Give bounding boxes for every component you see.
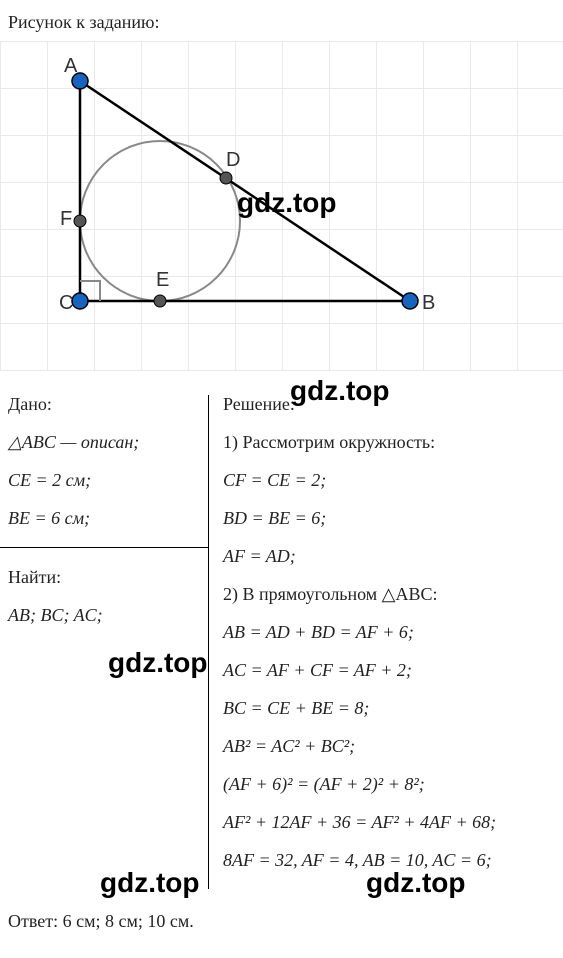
given-column: Дано: △ABC — описан; CE = 2 см; BE = 6 с… bbox=[8, 395, 208, 889]
label-C: C bbox=[59, 292, 73, 314]
figure-watermark: gdz.top bbox=[237, 187, 337, 219]
two-column-proof: Дано: △ABC — описан; CE = 2 см; BE = 6 с… bbox=[0, 371, 563, 897]
given-line-0: △ABC — описан; bbox=[8, 433, 196, 451]
sol-line-10: AF² + 12AF + 36 = AF² + 4AF + 68; bbox=[223, 813, 555, 831]
sol-line-1: CF = CE = 2; bbox=[223, 471, 555, 489]
given-line-1: CE = 2 см; bbox=[8, 471, 196, 489]
solution-column: Решение: 1) Рассмотрим окружность: CF = … bbox=[208, 395, 555, 889]
given-title: Дано: bbox=[8, 395, 196, 413]
sol-line-8: AB² = AC² + BC²; bbox=[223, 737, 555, 755]
figure-area: A B C D E F gdz.top bbox=[0, 41, 563, 371]
sol-line-9: (AF + 6)² = (AF + 2)² + 8²; bbox=[223, 775, 555, 793]
sol-line-2: BD = BE = 6; bbox=[223, 509, 555, 527]
answer-line: Ответ: 6 см; 8 см; 10 см. bbox=[0, 897, 563, 950]
label-E: E bbox=[156, 269, 169, 291]
figure-caption: Рисунок к заданию: bbox=[0, 0, 563, 41]
sol-line-4: 2) В прямоугольном △ABC: bbox=[223, 585, 555, 603]
point-C bbox=[72, 293, 88, 309]
solution-title: Решение: bbox=[223, 395, 555, 413]
find-title: Найти: bbox=[8, 568, 196, 586]
sol-line-7: BC = CE + BE = 8; bbox=[223, 699, 555, 717]
point-F bbox=[74, 215, 86, 227]
sol-line-5: AB = AD + BD = AF + 6; bbox=[223, 623, 555, 641]
point-D bbox=[220, 172, 232, 184]
label-A: A bbox=[64, 55, 78, 77]
given-line-2: BE = 6 см; bbox=[8, 509, 196, 527]
point-E bbox=[154, 295, 166, 307]
label-B: B bbox=[422, 292, 435, 314]
label-D: D bbox=[226, 149, 240, 171]
sol-line-3: AF = AD; bbox=[223, 547, 555, 565]
sol-line-0: 1) Рассмотрим окружность: bbox=[223, 433, 555, 451]
find-line-0: AB; BC; AC; bbox=[8, 606, 196, 624]
sol-line-11: 8AF = 32, AF = 4, AB = 10, AC = 6; bbox=[223, 851, 555, 869]
label-F: F bbox=[60, 208, 72, 230]
page-root: Рисунок к заданию: A B C D E F bbox=[0, 0, 563, 950]
sol-line-6: AC = AF + CF = AF + 2; bbox=[223, 661, 555, 679]
given-divider bbox=[0, 547, 208, 548]
point-B bbox=[402, 293, 418, 309]
